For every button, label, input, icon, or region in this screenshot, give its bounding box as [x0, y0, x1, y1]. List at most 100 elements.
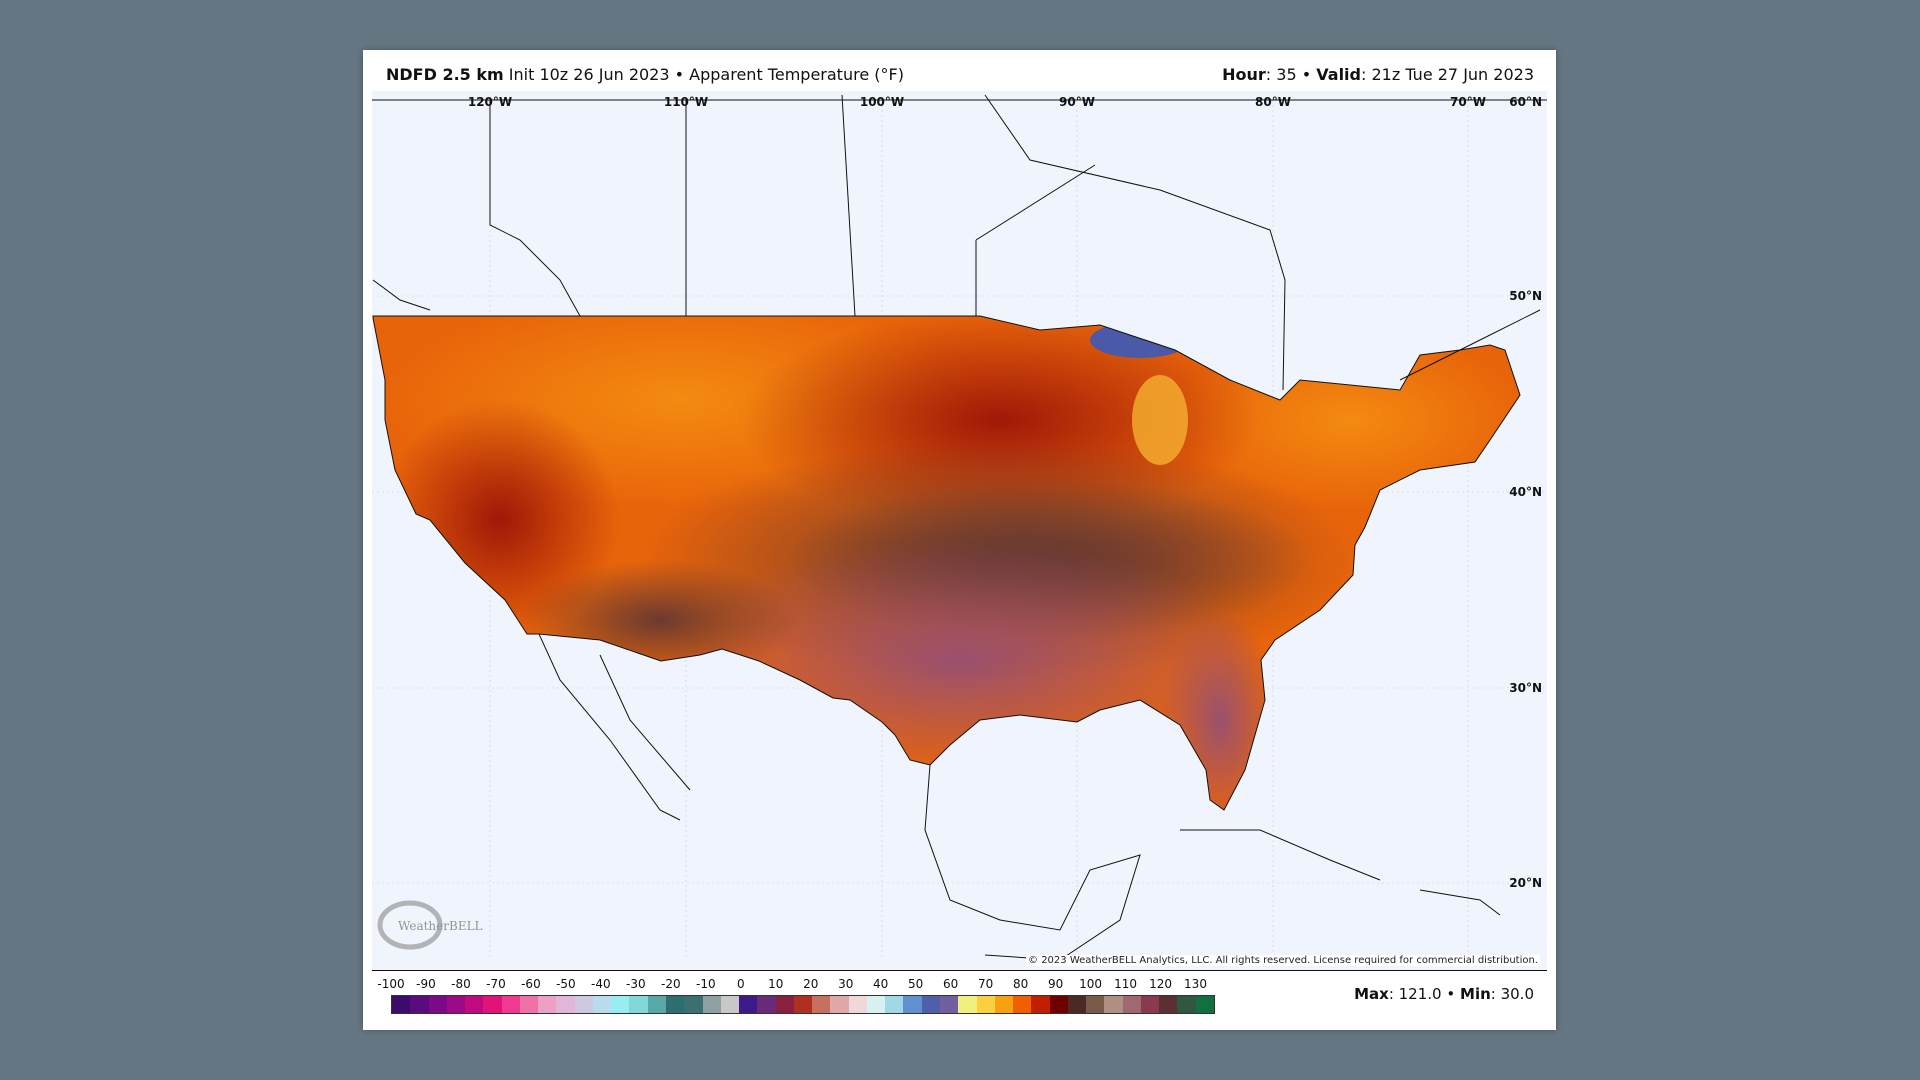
colorbar-swatch	[574, 996, 593, 1013]
colorbar-swatch	[611, 996, 630, 1013]
colorbar-tick-label: -10	[695, 977, 716, 991]
colorbar-swatch	[1104, 996, 1123, 1013]
colorbar-tick-label: 30	[838, 977, 854, 991]
max-min-stats: Max: 121.0 • Min: 30.0	[1354, 985, 1534, 1003]
colorbar-swatch	[739, 996, 758, 1013]
colorbar-tick-label: 20	[803, 977, 819, 991]
min-label: Min	[1460, 985, 1491, 1003]
valid-info: Hour: 35 • Valid: 21z Tue 27 Jun 2023	[1222, 65, 1534, 84]
colorbar-swatch	[830, 996, 849, 1013]
max-label: Max	[1354, 985, 1389, 1003]
colorbar-swatch	[939, 996, 959, 1013]
colorbar-swatch	[538, 996, 557, 1013]
us-outline	[372, 315, 1521, 811]
separator: •	[1301, 65, 1312, 84]
lat-label: 50°N	[1509, 289, 1542, 303]
colorbar-swatch	[1067, 996, 1087, 1013]
valid-value: 21z Tue 27 Jun 2023	[1371, 65, 1534, 84]
colorbar-tick-label: 10	[768, 977, 784, 991]
political-borders	[372, 94, 1547, 961]
colorbar	[391, 995, 1215, 1014]
max-value: 121.0	[1398, 985, 1442, 1003]
colorbar-tick-label: -20	[661, 977, 681, 991]
longitude-labels: 120°W 110°W 100°W 90°W 80°W 70°W	[468, 95, 1486, 109]
colorbar-swatch	[519, 996, 539, 1013]
colorbar-swatch	[556, 996, 575, 1013]
colorbar-swatch	[976, 996, 995, 1013]
lat-label: 40°N	[1509, 485, 1542, 499]
model-name: NDFD 2.5 km	[386, 65, 504, 84]
lon-label: 80°W	[1255, 95, 1291, 109]
colorbar-swatch	[592, 996, 612, 1013]
colorbar-swatch	[921, 996, 940, 1013]
colorbar-swatch	[665, 996, 685, 1013]
lon-label: 100°W	[860, 95, 904, 109]
colorbar-swatch	[465, 996, 484, 1013]
colorbar-swatch	[848, 996, 867, 1013]
colorbar-swatch	[647, 996, 666, 1013]
colorbar-swatch	[410, 996, 429, 1013]
init-time: Init 10z 26 Jun 2023	[508, 65, 670, 84]
lat-label: 20°N	[1509, 876, 1542, 890]
colorbar-tick-label: 90	[1047, 977, 1064, 991]
colorbar-tick-label: -40	[591, 977, 611, 991]
colorbar-tick-label: 110	[1114, 977, 1137, 991]
colorbar-tick-label: 120	[1149, 977, 1172, 991]
colorbar-tick-label: 60	[943, 977, 959, 991]
colorbar-swatch	[994, 996, 1014, 1013]
colorbar-swatch	[1159, 996, 1178, 1013]
lat-label: 30°N	[1509, 681, 1542, 695]
colorbar-tick-label: -60	[521, 977, 541, 991]
logo-text: WeatherBELL	[398, 919, 483, 933]
colorbar-ticks: -100 -90 -80 -70 -60 -50 -40 -30 -20 -10 0 10 20 30 40…	[377, 977, 1232, 993]
separator: •	[674, 65, 685, 84]
colorbar-tick-label: -90	[416, 977, 436, 991]
colorbar-swatch	[793, 996, 813, 1013]
colorbar-swatch	[1195, 996, 1214, 1013]
colorbar-swatch	[903, 996, 922, 1013]
colorbar-tick-label: -70	[486, 977, 506, 991]
hour-value: 35	[1276, 65, 1297, 84]
colorbar-swatch	[501, 996, 520, 1013]
weatherbell-logo: WeatherBELL	[377, 900, 483, 950]
colorbar-tick-label: -30	[626, 977, 646, 991]
copyright-notice: © 2023 WeatherBELL Analytics, LLC. All r…	[1026, 955, 1540, 966]
colorbar-swatch	[702, 996, 721, 1013]
hour-label: Hour	[1222, 65, 1266, 84]
colorbar-tick-label: -80	[451, 977, 471, 991]
colorbar-swatch	[684, 996, 703, 1013]
colorbar-tick-label: 80	[1012, 977, 1029, 991]
colorbar-swatch	[775, 996, 794, 1013]
temperature-map: 120°W 110°W 100°W 90°W 80°W 70°W 60°N 50…	[372, 91, 1547, 971]
colorbar-swatch	[1086, 996, 1105, 1013]
colorbar-tick-label: 50	[908, 977, 924, 991]
colorbar-swatch	[812, 996, 831, 1013]
colorbar-swatch	[1031, 996, 1050, 1013]
colorbar-tick-label: 0	[736, 977, 745, 991]
colorbar-swatch	[1177, 996, 1196, 1013]
colorbar-swatch	[958, 996, 977, 1013]
colorbar-swatch	[1140, 996, 1160, 1013]
colorbar-tick-label: -50	[556, 977, 576, 991]
colorbar-swatch	[1049, 996, 1068, 1013]
valid-label: Valid	[1316, 65, 1361, 84]
colorbar-tick-label: 130	[1184, 977, 1207, 991]
lat-label: 60°N	[1509, 95, 1542, 109]
colorbar-swatch	[757, 996, 776, 1013]
separator: •	[1446, 985, 1456, 1003]
latitude-labels: 60°N 50°N 40°N 30°N 20°N	[1509, 95, 1542, 890]
lon-label: 90°W	[1059, 95, 1095, 109]
colorbar-tick-label: 40	[873, 977, 889, 991]
colorbar-swatch	[1013, 996, 1032, 1013]
colorbar-swatch	[392, 996, 411, 1013]
colorbar-swatch	[483, 996, 502, 1013]
colorbar-swatch	[1122, 996, 1141, 1013]
colorbar-swatch	[885, 996, 904, 1013]
colorbar-swatch	[720, 996, 740, 1013]
lon-label: 70°W	[1450, 95, 1486, 109]
product-name: Apparent Temperature (°F)	[689, 65, 904, 84]
map-panel: NDFD 2.5 km Init 10z 26 Jun 2023 • Appar…	[363, 50, 1556, 1030]
map-title: NDFD 2.5 km Init 10z 26 Jun 2023 • Appar…	[386, 65, 904, 84]
lon-label: 120°W	[468, 95, 512, 109]
colorbar-swatch	[428, 996, 447, 1013]
